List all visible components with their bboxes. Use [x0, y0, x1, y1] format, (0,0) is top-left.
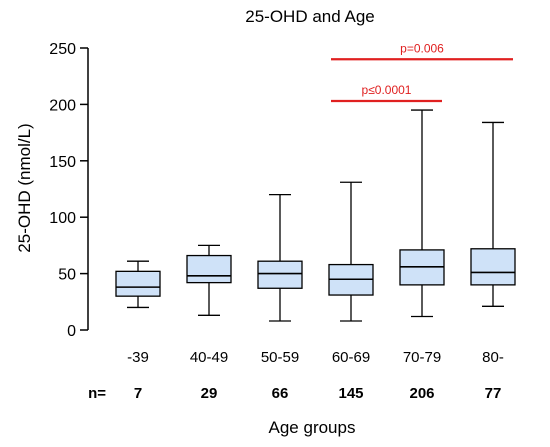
significance-annotations: p=0.006 p≤0.0001	[331, 41, 513, 103]
x-axis-label: Age groups	[269, 418, 356, 437]
y-tick-label: 50	[58, 267, 76, 284]
p-value-label: p=0.006	[400, 41, 444, 55]
n-value: 145	[338, 385, 363, 402]
p-value-label: p≤0.0001	[362, 83, 412, 97]
y-axis-label: 25-OHD (nmol/L)	[15, 123, 34, 252]
n-value: 29	[201, 385, 218, 402]
x-tick-label: 40-49	[190, 349, 228, 366]
n-value: 66	[272, 385, 289, 402]
n-value: 77	[485, 385, 502, 402]
iqr-box	[186, 254, 232, 284]
x-tick-label: 60-69	[332, 349, 370, 366]
y-tick-label: 0	[67, 323, 76, 340]
y-tick-label: 200	[49, 97, 76, 114]
box-plots	[115, 109, 516, 322]
sample-counts: 7 29 66 145 206 77	[134, 385, 502, 402]
chart-title: 25-OHD and Age	[245, 7, 374, 26]
n-value: 206	[409, 385, 434, 402]
x-tick-label: 80-	[482, 349, 504, 366]
x-tick-label: 50-59	[261, 349, 299, 366]
n-value: 7	[134, 385, 142, 402]
x-axis-ticks: -39 40-49 50-59 60-69 70-79 80-	[127, 349, 504, 366]
y-tick-label: 150	[49, 154, 76, 171]
y-tick-label: 250	[49, 41, 76, 58]
iqr-box	[257, 260, 303, 289]
iqr-box	[115, 270, 161, 297]
x-tick-label: 70-79	[403, 349, 441, 366]
x-tick-label: -39	[127, 349, 149, 366]
y-axis-ticks: 0 50 100 150 200 250	[49, 41, 88, 340]
y-tick-label: 100	[49, 210, 76, 227]
iqr-box	[470, 248, 516, 286]
n-label: n=	[88, 385, 106, 402]
